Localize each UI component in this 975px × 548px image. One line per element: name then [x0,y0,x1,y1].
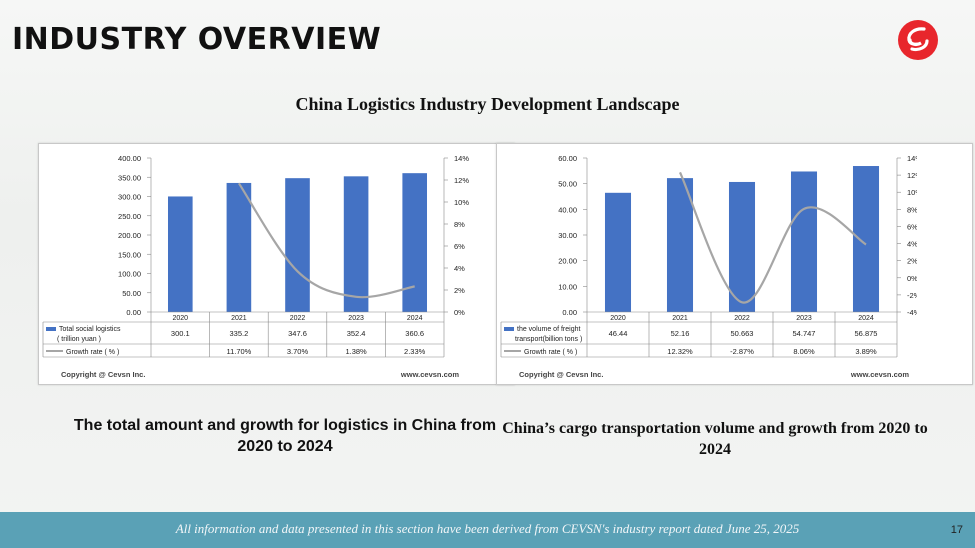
y2-tick-label: 2% [907,257,917,266]
bar [604,192,632,312]
growth-value-cell: 8.06% [793,347,815,356]
y2-tick-label: 12% [907,171,917,180]
logistics-chart: 0.00 50.00 100.00 150.00 200.00 250.00 300.00 3… [42,154,469,379]
y2-tick-label: 6% [454,242,465,251]
legend-line-label: Growth rate ( % ) [66,349,119,356]
y-tick-label: 100.00 [118,270,141,279]
bar [226,182,252,312]
x-category-label: 2020 [610,315,626,322]
y2-tick-label: 4% [907,240,917,249]
y2-tick-label: 0% [454,308,465,317]
growth-value-cell: 1.38% [345,347,367,356]
y-tick-label: 60.00 [558,154,577,163]
bar-value-cell: 335.2 [230,329,249,338]
y2-tick-label: 2% [454,286,465,295]
legend-bar-swatch [504,327,514,331]
page-number: 17 [950,524,963,536]
x-category-label: 2020 [173,315,189,322]
y-tick-label: 50.00 [122,289,141,298]
y-tick-label: 400.00 [118,154,141,163]
growth-value-cell: 12.32% [667,347,693,356]
bar [666,178,694,312]
growth-value-cell: 3.70% [287,347,309,356]
y2-tick-label: 0% [907,274,917,283]
footer-disclaimer: All information and data presented in th… [175,521,800,536]
growth-value-cell: 2.33% [404,347,426,356]
y-tick-label: 10.00 [558,282,577,291]
chart-copyright: Copyright @ Cevsn Inc. [519,370,603,379]
logistics-chart-panel: 0.00 50.00 100.00 150.00 200.00 250.00 300.00 3… [38,143,515,385]
bar [343,176,369,312]
y2-tick-label: 14% [907,154,917,163]
x-category-label: 2023 [796,315,812,322]
y2-tick-label: 12% [454,176,469,185]
legend-bar-swatch [46,327,56,331]
legend-bar-label-line2: transport(billion tons ) [515,336,582,343]
y2-tick-label: 10% [907,188,917,197]
bar-value-cell: 300.1 [171,329,190,338]
x-category-label: 2022 [290,315,306,322]
y2-tick-label: -4% [907,308,917,317]
x-category-label: 2024 [407,315,423,322]
bar [402,173,428,312]
bar [728,181,756,312]
growth-line [237,182,415,299]
freight-chart-panel: 0.00 10.00 20.00 30.00 40.00 50.00 60.00 -4% -2%… [496,143,973,385]
bar [285,178,310,312]
x-category-label: 2021 [672,315,688,322]
y2-tick-label: 8% [454,220,465,229]
y2-tick-label: 6% [907,222,917,231]
y-tick-label: 150.00 [118,250,141,259]
x-category-label: 2022 [734,315,750,322]
x-category-label: 2023 [348,315,364,322]
y-tick-label: 350.00 [118,173,141,182]
x-category-label: 2021 [231,315,247,322]
bar-value-cell: 352.4 [347,329,366,338]
freight-chart: 0.00 10.00 20.00 30.00 40.00 50.00 60.00 -4% -2%… [500,154,917,379]
chart-website: www.cevsn.com [850,370,909,379]
y-tick-label: 300.00 [118,193,141,202]
section-subtitle: China Logistics Industry Development Lan… [295,94,680,114]
growth-value-cell: 11.70% [226,347,251,356]
growth-value-cell: -2.87% [730,347,754,356]
bar-value-cell: 52.16 [671,329,690,338]
page-title: INDUSTRY OVERVIEW [12,22,382,57]
bar-value-cell: 347.6 [288,329,307,338]
legend-bar-label-line1: Total social logistics [59,326,121,333]
y-tick-label: 250.00 [118,212,141,221]
company-logo [898,20,938,60]
y-tick-label: 200.00 [118,231,141,240]
growth-line [679,171,867,304]
chart-website: www.cevsn.com [400,370,459,379]
freight-chart-caption: China’s cargo transportation volume and … [502,420,928,458]
y-tick-label: 0.00 [126,308,141,317]
x-category-label: 2024 [858,315,874,322]
bar-value-cell: 360.6 [405,329,424,338]
legend-line-label: Growth rate ( % ) [524,349,577,356]
bar-value-cell: 56.875 [855,329,878,338]
y2-tick-label: 14% [454,154,469,163]
bar [167,196,193,312]
bar [852,166,880,312]
bar [790,171,818,312]
legend-bar-label-line1: the volume of freight [517,326,580,333]
bar-value-cell: 50.663 [731,329,754,338]
y2-tick-label: -2% [907,291,917,300]
footer-bar: All information and data presented in th… [0,512,975,548]
y-tick-label: 40.00 [558,205,577,214]
logistics-chart-caption: The total amount and growth for logistic… [73,417,497,455]
y2-tick-label: 8% [907,205,917,214]
bar-value-cell: 46.44 [609,329,628,338]
legend-bar-label-line2: ( trillion yuan ) [57,336,101,343]
bar-value-cell: 54.747 [793,329,816,338]
growth-value-cell: 3.89% [855,347,877,356]
chart-copyright: Copyright @ Cevsn Inc. [61,370,145,379]
y-tick-label: 20.00 [558,257,577,266]
y-tick-label: 30.00 [558,231,577,240]
y-tick-label: 0.00 [562,308,577,317]
y-tick-label: 50.00 [558,180,577,189]
y2-tick-label: 10% [454,198,469,207]
y2-tick-label: 4% [454,264,465,273]
